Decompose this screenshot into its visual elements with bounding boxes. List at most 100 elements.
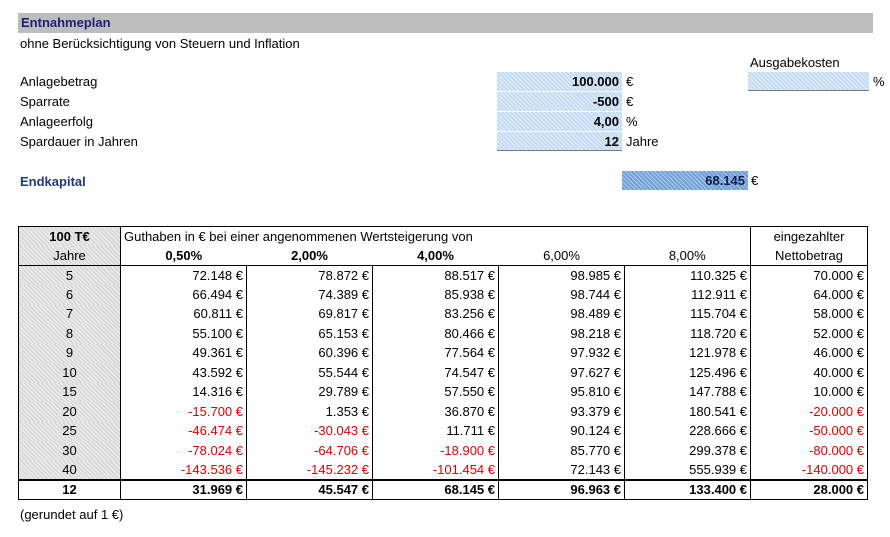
- value-cell: 98.489 €: [498, 304, 625, 324]
- value-cell: 55.544 €: [246, 363, 373, 383]
- value-cell: 43.592 €: [120, 363, 247, 383]
- year-cell: 20: [18, 402, 121, 422]
- table-row: 40 -143.536 € -145.232 € -101.454 €72.143 €…: [18, 460, 868, 480]
- anlageerfolg-input[interactable]: 4,00: [497, 112, 622, 131]
- corner-header-bottom: Jahre: [18, 246, 121, 266]
- table-row: 10 43.592 €55.544 €74.547 €97.627 €125.49…: [18, 363, 868, 383]
- projection-table: 100 T€ Guthaben in € bei einer angenomme…: [18, 226, 868, 500]
- value-cell: 78.872 €: [246, 265, 373, 285]
- value-cell: 299.378 €: [624, 441, 751, 461]
- year-cell: 6: [18, 285, 121, 305]
- value-cell: 55.100 €: [120, 324, 247, 344]
- value-cell: 83.256 €: [372, 304, 499, 324]
- total-row: 12 31.969 €45.547 €68.145 €96.963 €133.40…: [18, 479, 868, 500]
- value-cell: 110.325 €: [624, 265, 751, 285]
- anlageerfolg-label: Anlageerfolg: [20, 114, 93, 129]
- sheet-title: Entnahmeplan: [18, 13, 873, 33]
- value-cell: 97.627 €: [498, 363, 625, 383]
- ausgabekosten-input[interactable]: [748, 72, 869, 91]
- spardauer-label: Spardauer in Jahren: [20, 134, 138, 149]
- value-cell: 60.811 €: [120, 304, 247, 324]
- value-cell: -64.706 €: [246, 441, 373, 461]
- rate-header: 0,50%: [165, 247, 203, 263]
- sparrate-unit: €: [626, 94, 634, 109]
- value-cell: -101.454 €: [372, 460, 499, 480]
- value-cell: -30.043 €: [246, 421, 373, 441]
- value-cell: -143.536 €: [120, 460, 247, 480]
- value-cell: 11.711 €: [372, 421, 499, 441]
- value-cell: 80.466 €: [372, 324, 499, 344]
- sheet-subtitle: ohne Berücksichtigung von Steuern und In…: [20, 36, 300, 51]
- value-cell: 228.666 €: [624, 421, 751, 441]
- value-cell: 118.720 €: [624, 324, 751, 344]
- table-row: 25 -46.474 € -30.043 €11.711 €90.124 €228.…: [18, 421, 868, 441]
- table-row: 8 55.100 €65.153 €80.466 €98.218 €118.720…: [18, 324, 868, 344]
- table-row: 5 72.148 €78.872 €88.517 €98.985 €110.325…: [18, 265, 868, 285]
- table-row: 9 49.361 €60.396 €77.564 €97.932 €121.978…: [18, 343, 868, 363]
- value-cell: -46.474 €: [120, 421, 247, 441]
- value-cell: 98.218 €: [498, 324, 625, 344]
- year-cell: 25: [18, 421, 121, 441]
- net-cell: 46.000 €: [750, 343, 868, 363]
- year-cell: 30: [18, 441, 121, 461]
- endkapital-label: Endkapital: [20, 174, 86, 189]
- value-cell: 115.704 €: [624, 304, 751, 324]
- net-cell: 70.000 €: [750, 265, 868, 285]
- net-cell: -50.000 €: [750, 421, 868, 441]
- year-cell: 5: [18, 265, 121, 285]
- year-cell: 40: [18, 460, 121, 480]
- spardauer-input[interactable]: 12: [497, 132, 622, 151]
- value-cell: 121.978 €: [624, 343, 751, 363]
- value-cell: 85.938 €: [372, 285, 499, 305]
- year-cell: 15: [18, 382, 121, 402]
- net-header-2: Nettobetrag: [750, 246, 868, 266]
- value-cell: 85.770 €: [498, 441, 625, 461]
- table-row: 30 -78.024 € -64.706 € -18.900 €85.770 €299…: [18, 441, 868, 461]
- total-net-cell: 28.000 €: [750, 479, 868, 500]
- ausgabekosten-unit: %: [873, 74, 885, 89]
- value-cell: -145.232 €: [246, 460, 373, 480]
- rate-header: 4,00%: [417, 247, 454, 263]
- value-cell: 14.316 €: [120, 382, 247, 402]
- total-value-cell: 45.547 €: [246, 479, 373, 500]
- group-header: Guthaben in € bei einer angenommenen Wer…: [120, 226, 751, 246]
- endkapital-value: 68.145: [622, 171, 748, 190]
- net-cell: 64.000 €: [750, 285, 868, 305]
- value-cell: 36.870 €: [372, 402, 499, 422]
- sparrate-input[interactable]: -500: [497, 92, 622, 111]
- value-cell: 57.550 €: [372, 382, 499, 402]
- endkapital-unit: €: [751, 173, 759, 188]
- value-cell: 98.744 €: [498, 285, 625, 305]
- corner-header-top: 100 T€: [18, 226, 121, 246]
- year-cell: 10: [18, 363, 121, 383]
- value-cell: 93.379 €: [498, 402, 625, 422]
- value-cell: 88.517 €: [372, 265, 499, 285]
- net-cell: 52.000 €: [750, 324, 868, 344]
- year-cell: 8: [18, 324, 121, 344]
- total-year-cell: 12: [18, 479, 121, 500]
- footnote: (gerundet auf 1 €): [20, 507, 124, 522]
- value-cell: 97.932 €: [498, 343, 625, 363]
- value-cell: 555.939 €: [624, 460, 751, 480]
- value-cell: 98.985 €: [498, 265, 625, 285]
- table-row: 6 66.494 €74.389 €85.938 €98.744 €112.911…: [18, 285, 868, 305]
- value-cell: 65.153 €: [246, 324, 373, 344]
- anlageerfolg-unit: %: [626, 114, 638, 129]
- year-cell: 7: [18, 304, 121, 324]
- table-row: 20 -15.700 €1.353 €36.870 €93.379 €180.54…: [18, 402, 868, 422]
- value-cell: 72.143 €: [498, 460, 625, 480]
- sparrate-label: Sparrate: [20, 94, 70, 109]
- total-value-cell: 31.969 €: [120, 479, 247, 500]
- anlagebetrag-input[interactable]: 100.000: [497, 72, 622, 91]
- value-cell: -78.024 €: [120, 441, 247, 461]
- value-cell: 74.389 €: [246, 285, 373, 305]
- ausgabekosten-label: Ausgabekosten: [750, 55, 840, 70]
- net-cell: 40.000 €: [750, 363, 868, 383]
- net-cell: -20.000 €: [750, 402, 868, 422]
- net-header-1: eingezahlter: [750, 226, 868, 246]
- total-value-cell: 96.963 €: [498, 479, 625, 500]
- year-cell: 9: [18, 343, 121, 363]
- value-cell: 66.494 €: [120, 285, 247, 305]
- rate-header: 2,00%: [291, 247, 328, 263]
- value-cell: 147.788 €: [624, 382, 751, 402]
